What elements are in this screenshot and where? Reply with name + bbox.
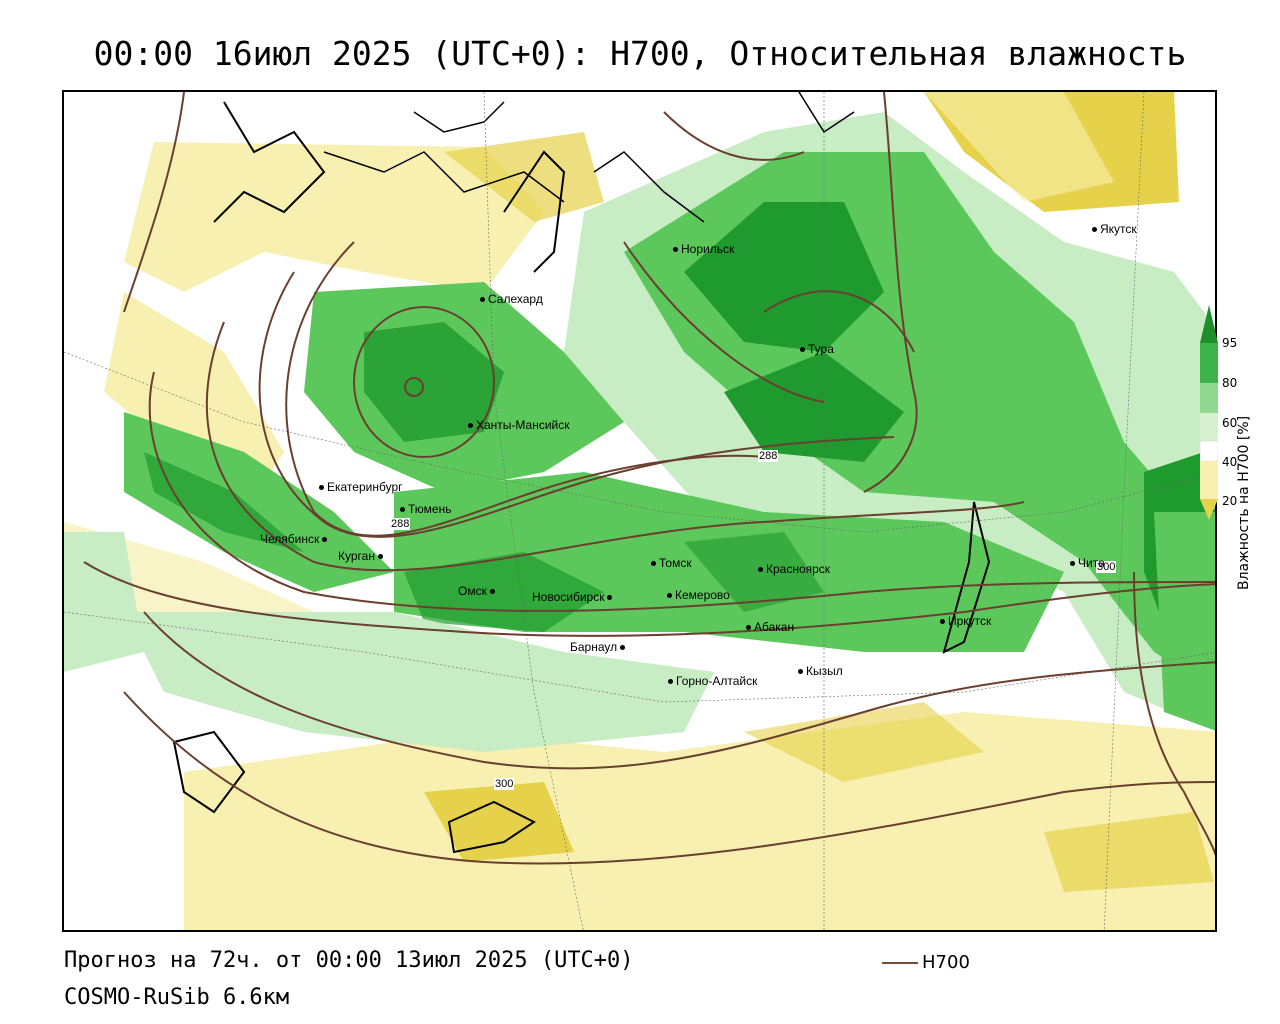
colorbar — [1200, 305, 1218, 520]
city-chita: Чита — [1070, 556, 1105, 570]
map-area: 288 288 300 300 Норильск Якутск Салехард… — [62, 90, 1217, 932]
city-kurgan: Курган — [338, 549, 386, 563]
colorbar-title: Влажность на H700 [%] — [1236, 415, 1252, 590]
city-barnaul: Барнаул — [570, 640, 628, 654]
colorbar-tick: 20 — [1222, 494, 1238, 508]
colorbar-tick: 95 — [1222, 336, 1238, 350]
city-kyzyl: Кызыл — [798, 664, 843, 678]
city-yekaterinburg: Екатеринбург — [319, 480, 403, 494]
contour-label: 288 — [390, 518, 411, 530]
legend-label: H700 — [922, 952, 970, 973]
city-kemerovo: Кемерово — [667, 588, 730, 602]
city-abakan: Абакан — [746, 620, 794, 634]
city-tura: Тура — [800, 342, 834, 356]
city-krasnoyarsk: Красноярск — [758, 562, 830, 576]
city-yakutsk: Якутск — [1092, 222, 1137, 236]
contour-label: 300 — [1096, 561, 1117, 573]
city-khanty-mansiysk: Ханты-Мансийск — [468, 418, 570, 432]
city-tyumen: Тюмень — [400, 502, 451, 516]
city-irkutsk: Иркутск — [940, 614, 991, 628]
city-gorno-altaysk: Горно-Алтайск — [668, 674, 757, 688]
city-omsk: Омск — [458, 584, 498, 598]
legend-line-swatch — [882, 962, 918, 964]
forecast-info: Прогноз на 72ч. от 00:00 13июл 2025 (UTC… — [64, 948, 634, 973]
colorbar-tick: 40 — [1222, 455, 1238, 469]
city-novosibirsk: Новосибирск — [532, 590, 615, 604]
contour-label: 288 — [758, 450, 779, 462]
city-salekhard: Салехард — [480, 292, 543, 306]
colorbar-tick: 60 — [1222, 416, 1238, 430]
contour-label: 300 — [494, 778, 515, 790]
model-name: COSMO-RuSib 6.6км — [64, 985, 290, 1010]
city-norilsk: Норильск — [673, 242, 734, 256]
city-tomsk: Томск — [651, 556, 692, 570]
humidity-field — [64, 92, 1215, 930]
city-chelyabinsk: Челябинск — [260, 532, 330, 546]
map-title: 00:00 16июл 2025 (UTC+0): H700, Относите… — [93, 34, 1187, 73]
colorbar-tick: 80 — [1222, 376, 1238, 390]
